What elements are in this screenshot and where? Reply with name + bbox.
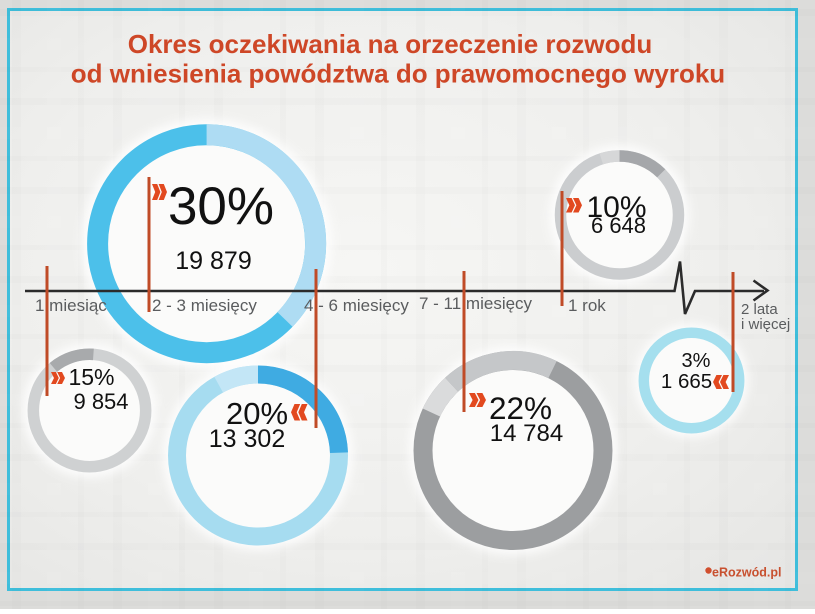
svg-text:22%: 22% (489, 390, 552, 426)
svg-text:1 rok: 1 rok (568, 296, 606, 315)
svg-text:1 665: 1 665 (661, 370, 712, 393)
svg-text:2 lata: 2 lata (741, 301, 778, 318)
svg-text:od wniesienia powództwa do pra: od wniesienia powództwa do prawomocnego … (71, 59, 725, 89)
svg-text:20%: 20% (226, 396, 288, 431)
svg-text:10%: 10% (586, 191, 646, 224)
svg-text:7 - 11 miesięcy: 7 - 11 miesięcy (419, 294, 533, 313)
svg-text:3%: 3% (682, 350, 711, 372)
svg-text:15%: 15% (68, 364, 114, 390)
svg-text:9 854: 9 854 (73, 389, 128, 414)
svg-text:Okres oczekiwania na orzeczeni: Okres oczekiwania na orzeczenie rozwodu (128, 29, 653, 59)
svg-text:14 784: 14 784 (490, 420, 563, 447)
svg-text:4 - 6 miesięcy: 4 - 6 miesięcy (304, 296, 409, 315)
svg-text:19 879: 19 879 (175, 247, 251, 275)
svg-text:i więcej: i więcej (741, 316, 790, 333)
svg-text:30%: 30% (168, 177, 274, 236)
svg-text:1 miesiąc: 1 miesiąc (35, 296, 107, 315)
svg-text:2 - 3 miesięcy: 2 - 3 miesięcy (152, 296, 257, 315)
svg-text:6 648: 6 648 (591, 213, 646, 238)
svg-text:13 302: 13 302 (209, 425, 285, 453)
svg-text:eRozwód.pl: eRozwód.pl (712, 566, 781, 580)
